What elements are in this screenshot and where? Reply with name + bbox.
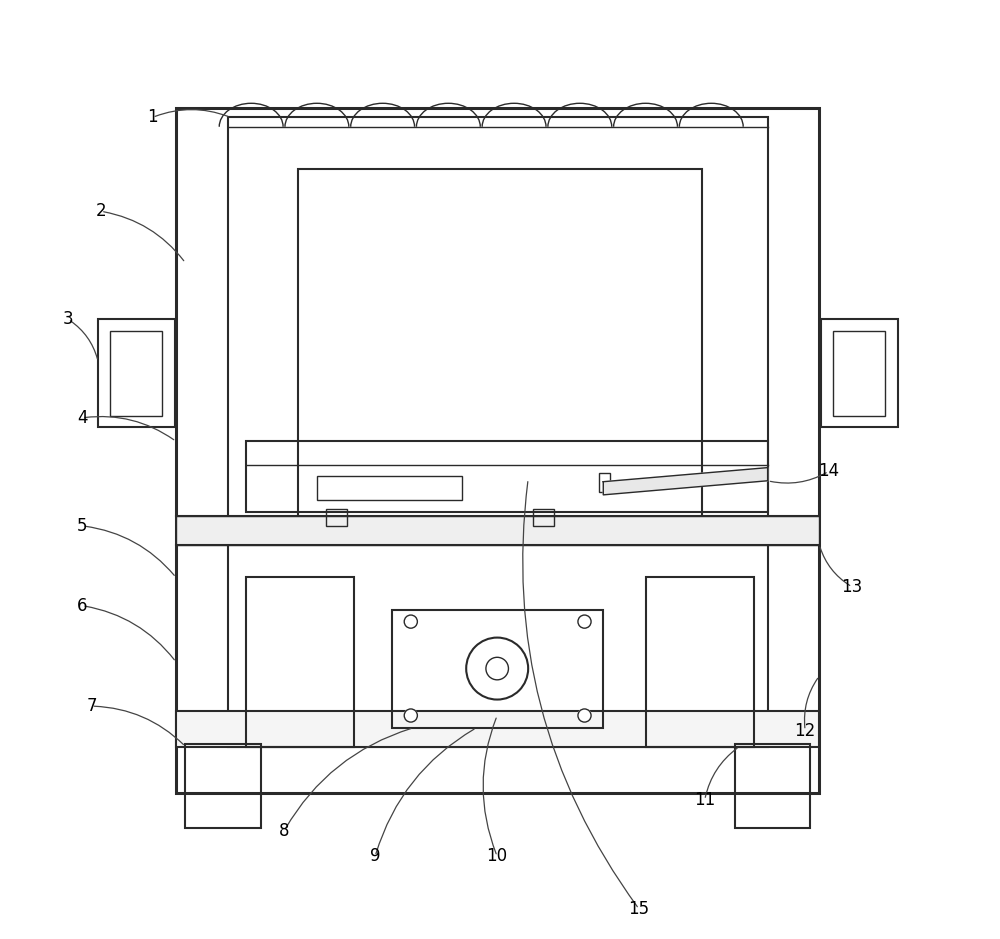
Text: 6: 6 (77, 596, 87, 615)
Text: 10: 10 (487, 847, 508, 866)
Text: 14: 14 (818, 462, 839, 481)
Text: 7: 7 (86, 697, 97, 716)
Text: 8: 8 (279, 822, 289, 840)
Bar (176, 108, 819, 793)
Bar (821, 319, 898, 427)
Text: 4: 4 (77, 408, 87, 427)
Bar (599, 473, 610, 492)
Text: 9: 9 (370, 847, 380, 866)
Bar (98, 319, 175, 427)
Circle shape (578, 709, 591, 722)
Bar (392, 610, 603, 728)
Bar (533, 509, 554, 526)
Bar (176, 711, 819, 747)
Circle shape (404, 709, 417, 722)
Bar (246, 441, 768, 512)
Bar (298, 169, 702, 526)
Bar (176, 516, 819, 545)
Bar (110, 331, 162, 416)
Text: 15: 15 (628, 900, 650, 918)
Circle shape (404, 615, 417, 628)
Text: 5: 5 (77, 516, 87, 535)
Bar (646, 577, 754, 747)
Bar (246, 577, 354, 747)
Text: 13: 13 (842, 577, 863, 596)
Text: 11: 11 (694, 791, 715, 809)
Bar (185, 744, 261, 828)
Text: 1: 1 (147, 108, 158, 127)
Polygon shape (603, 468, 768, 495)
Bar (317, 476, 462, 500)
Text: 12: 12 (795, 721, 816, 740)
Bar (326, 509, 347, 526)
Circle shape (578, 615, 591, 628)
Bar (228, 117, 768, 747)
Text: 3: 3 (63, 310, 73, 329)
Text: 2: 2 (96, 202, 106, 221)
Bar (833, 331, 885, 416)
Bar (735, 744, 810, 828)
